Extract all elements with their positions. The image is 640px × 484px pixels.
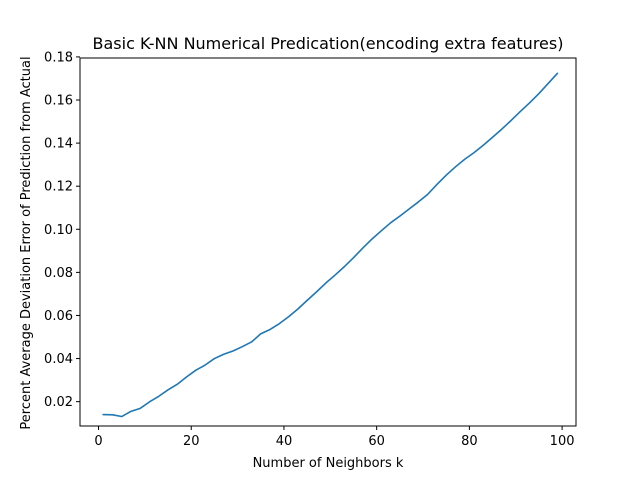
x-tick-label: 60: [368, 434, 385, 449]
x-tick-label: 20: [183, 434, 200, 449]
y-tick-label: 0.12: [44, 180, 73, 195]
y-tick-label: 0.02: [44, 395, 73, 410]
chart-title: Basic K-NN Numerical Predication(encodin…: [93, 34, 564, 53]
series-layer: [102, 72, 559, 418]
series-line: [102, 72, 559, 418]
axes-frame: [79, 57, 577, 427]
y-tick-label: 0.14: [44, 137, 73, 152]
x-tick-label: 40: [276, 434, 293, 449]
y-tick-label: 0.04: [44, 352, 73, 367]
y-tick-label: 0.10: [44, 223, 73, 238]
y-tick-label: 0.18: [44, 50, 73, 65]
x-tick-label: 100: [550, 434, 575, 449]
x-axis-ticks: 0 20 40 60 80 100: [94, 426, 575, 449]
plot-area: 0 20 40 60 80 100 0.02 0.04 0.06 0.08 0.10 0.12 0.1…: [44, 50, 577, 449]
y-axis-ticks: 0.02 0.04 0.06 0.08 0.10 0.12 0.14 0.16 0.18: [44, 50, 80, 410]
x-tick-label: 0: [94, 434, 102, 449]
y-tick-label: 0.06: [44, 309, 73, 324]
y-tick-label: 0.08: [44, 266, 73, 281]
y-tick-label: 0.16: [44, 94, 73, 109]
x-tick-label: 80: [461, 434, 478, 449]
x-axis-label: Number of Neighbors k: [253, 456, 404, 471]
y-axis-label: Percent Average Deviation Error of Predi…: [19, 56, 34, 429]
